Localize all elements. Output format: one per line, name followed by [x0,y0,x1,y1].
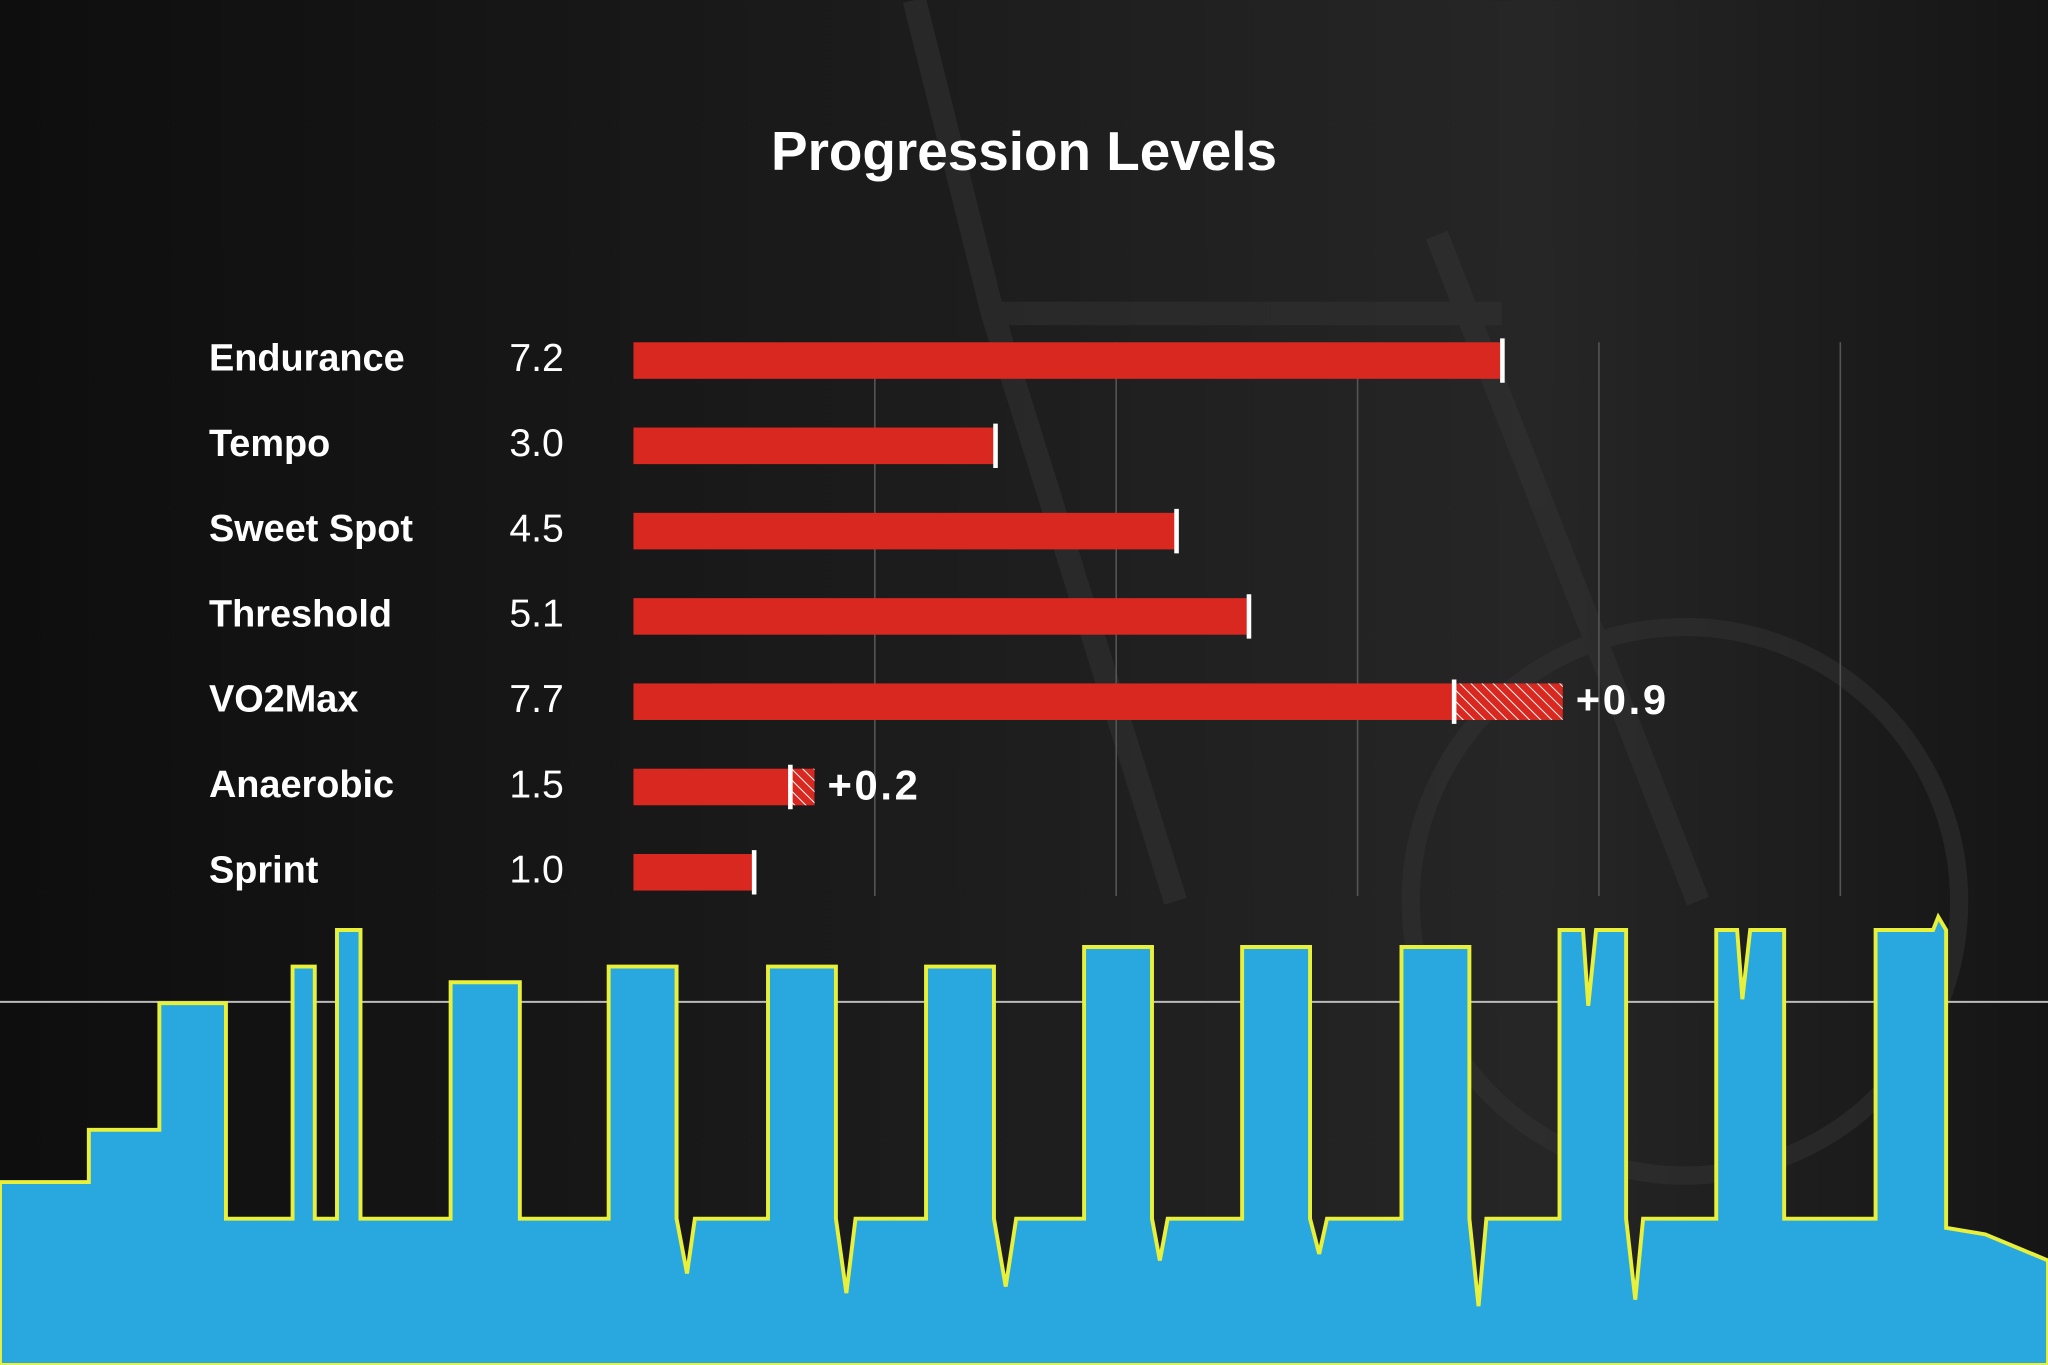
bar [633,853,755,891]
chart-title: Progression Levels [771,120,1277,182]
bar [633,598,1249,635]
value-label: 1.0 [509,849,563,892]
bar [633,683,1455,720]
bar [633,512,1177,550]
category-label: Sprint [209,849,319,891]
power-area [0,912,2048,1365]
bar [633,342,1503,379]
category-label: VO2Max [209,679,358,721]
category-label: Endurance [209,338,405,380]
value-label: 5.1 [509,593,563,636]
bar [633,768,791,806]
bar-increment [790,768,815,806]
value-label: 7.2 [509,337,563,380]
value-label: 7.7 [509,678,563,721]
category-label: Sweet Spot [209,508,413,550]
category-label: Anaerobic [209,764,394,806]
value-label: 1.5 [509,763,563,806]
increment-label: +0.2 [828,761,921,808]
increment-label: +0.9 [1576,676,1669,723]
category-label: Threshold [209,593,392,635]
category-label: Tempo [209,423,330,465]
power-profile [0,912,2048,1365]
plot: Endurance 7.2 Tempo 3.0 Sweet Spot 4.5 Thresho… [209,337,1842,897]
bar-increment [1454,683,1563,720]
value-label: 4.5 [509,507,563,550]
bar [633,427,996,465]
value-label: 3.0 [509,422,563,465]
